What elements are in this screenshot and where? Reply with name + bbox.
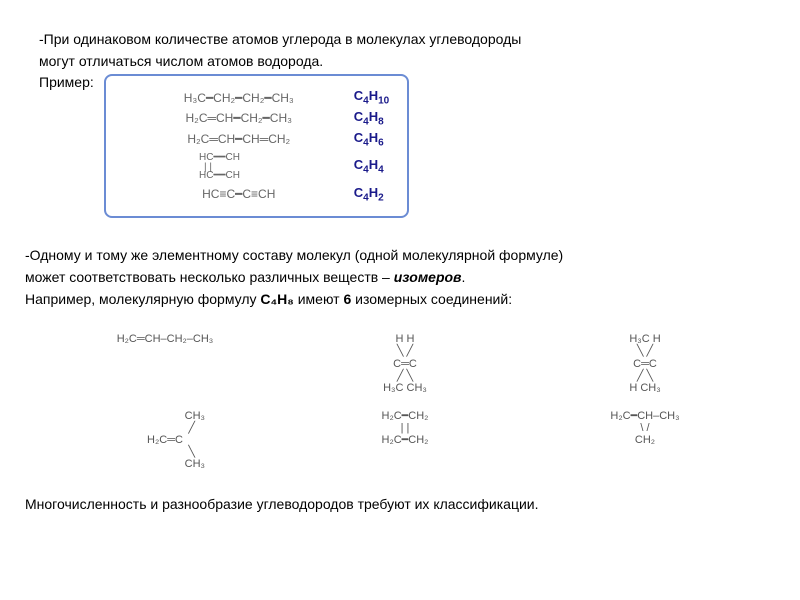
isomer-grid: H₂C═CH–CH₂–CH₃ H H ╲ ╱ C═C ╱ ╲ H₃C CH₃ H… <box>75 333 735 470</box>
structure-1: H₂C═CH━CH₂━CH₃ <box>124 111 354 125</box>
formula-4: C4H2 <box>354 185 384 204</box>
isomer-3: H₃C H ╲ ╱ C═C ╱ ╲ H CH₃ <box>555 333 735 393</box>
formula-1: C4H8 <box>354 109 384 128</box>
box-row-2: H₂C═CH━CH═CH₂ C4H6 <box>124 130 389 149</box>
cyclobutadiene-icon: HC━━CH | | HC━━CH <box>189 150 289 180</box>
mid-line1: -Одному и тому же элементному составу мо… <box>25 246 775 264</box>
formula-0: C4H10 <box>354 88 389 107</box>
structure-3: HC━━CH | | HC━━CH <box>124 150 354 183</box>
isomer-2: H H ╲ ╱ C═C ╱ ╲ H₃C CH₃ <box>315 333 495 393</box>
example-label: Пример: <box>39 74 94 90</box>
intro-line1: -При одинаковом количестве атомов углеро… <box>39 30 775 48</box>
box-row-0: H₃C━CH₂━CH₂━CH₃ C4H10 <box>124 88 389 107</box>
structure-0: H₃C━CH₂━CH₂━CH₃ <box>124 91 354 105</box>
formula-2: C4H6 <box>354 130 384 149</box>
box-row-4: HC≡C━C≡CH C4H2 <box>124 185 389 204</box>
mid-line3: Например, молекулярную формулу С₄Н₈ имею… <box>25 290 775 308</box>
mid-line2: может соответствовать несколько различны… <box>25 268 775 286</box>
isomer-5: H₂C━CH₂ | | H₂C━CH₂ <box>315 410 495 470</box>
isomer-6: H₂C━CH–CH₃ \ / CH₂ <box>555 410 735 470</box>
formula-box: H₃C━CH₂━CH₂━CH₃ C4H10 H₂C═CH━CH₂━CH₃ C4H… <box>104 74 409 217</box>
c4h8-formula: С₄Н₈ <box>260 291 293 307</box>
isomer-1: H₂C═CH–CH₂–CH₃ <box>75 333 255 393</box>
formula-3: C4H4 <box>354 157 384 176</box>
final-line: Многочисленность и разнообразие углеводо… <box>25 495 775 513</box>
structure-2: H₂C═CH━CH═CH₂ <box>124 132 354 146</box>
structure-4: HC≡C━C≡CH <box>124 187 354 201</box>
isomer-4: CH₃ ╱ H₂C═C ╲ CH₃ <box>75 410 255 470</box>
svg-text:HC━━CH: HC━━CH <box>199 170 240 180</box>
box-row-1: H₂C═CH━CH₂━CH₃ C4H8 <box>124 109 389 128</box>
intro-line2: могут отличаться числом атомов водорода. <box>39 52 775 70</box>
isomer-word: изомеров <box>394 269 462 285</box>
box-row-3: HC━━CH | | HC━━CH C4H4 <box>124 150 389 183</box>
